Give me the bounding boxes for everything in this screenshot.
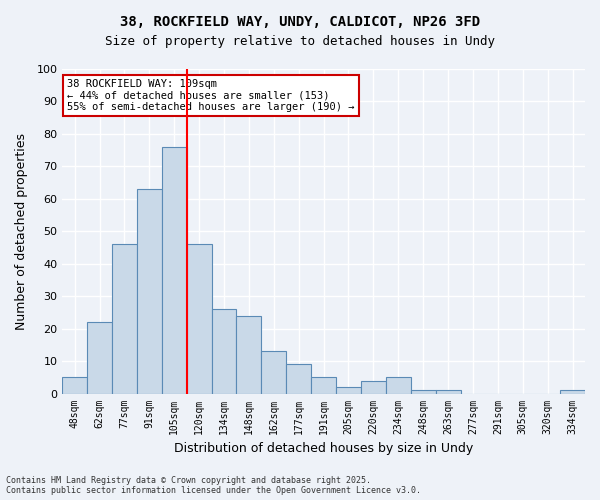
Text: Contains HM Land Registry data © Crown copyright and database right 2025.
Contai: Contains HM Land Registry data © Crown c… (6, 476, 421, 495)
Bar (62, 378, 87, 394)
Bar (112, 244, 137, 394)
Text: Size of property relative to detached houses in Undy: Size of property relative to detached ho… (105, 35, 495, 48)
Text: 38, ROCKFIELD WAY, UNDY, CALDICOT, NP26 3FD: 38, ROCKFIELD WAY, UNDY, CALDICOT, NP26 … (120, 15, 480, 29)
Bar (212, 309, 236, 394)
Y-axis label: Number of detached properties: Number of detached properties (15, 133, 28, 330)
Bar (436, 390, 461, 394)
Bar (411, 390, 436, 394)
Bar (162, 147, 187, 394)
Bar (137, 189, 162, 394)
Bar (386, 378, 411, 394)
Bar (236, 316, 262, 394)
Bar (311, 378, 336, 394)
X-axis label: Distribution of detached houses by size in Undy: Distribution of detached houses by size … (174, 442, 473, 455)
Text: 38 ROCKFIELD WAY: 109sqm
← 44% of detached houses are smaller (153)
55% of semi-: 38 ROCKFIELD WAY: 109sqm ← 44% of detach… (67, 78, 355, 112)
Bar (361, 380, 386, 394)
Bar (87, 322, 112, 394)
Bar (262, 352, 286, 394)
Bar (187, 244, 212, 394)
Bar (336, 387, 361, 394)
Bar (560, 390, 585, 394)
Bar (286, 364, 311, 394)
